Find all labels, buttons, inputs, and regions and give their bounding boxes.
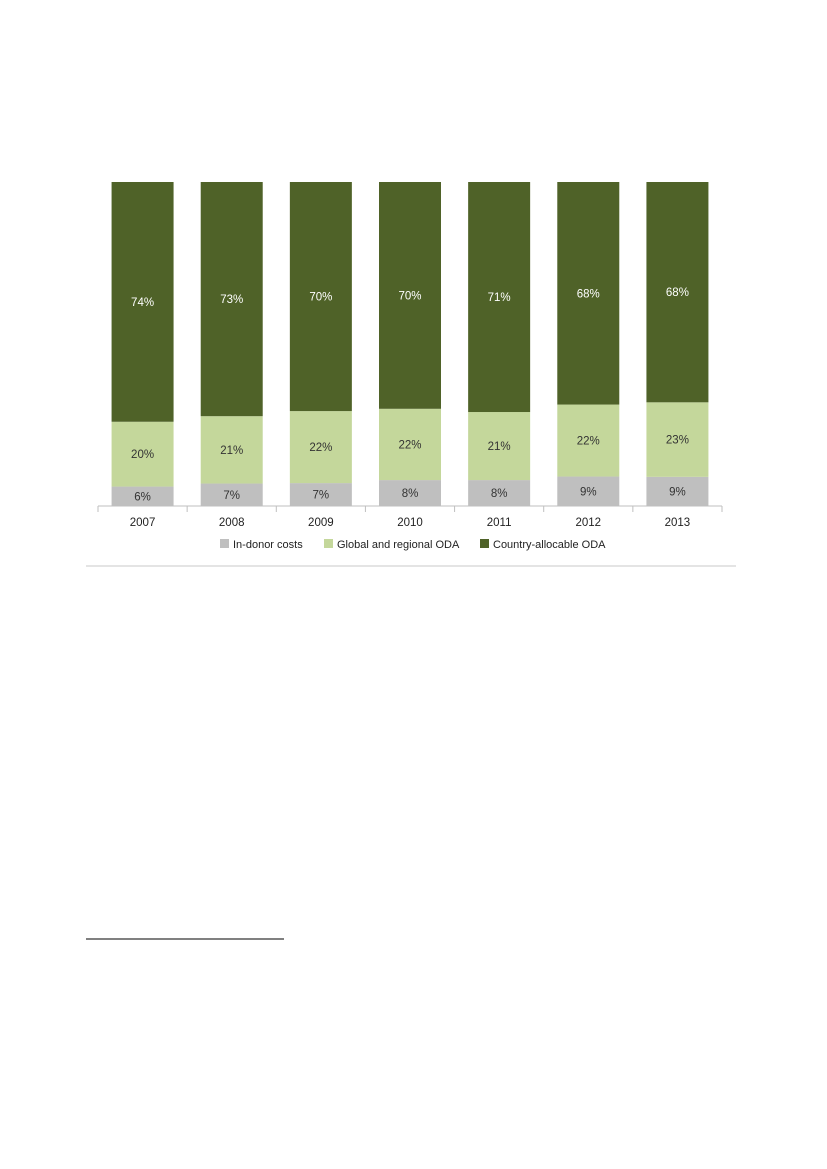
legend-label-global-and-regional-oda: Global and regional ODA (337, 539, 460, 551)
data-label-country-allocable-oda-2008: 73% (220, 294, 243, 306)
data-label-country-allocable-oda-2009: 70% (309, 292, 332, 304)
data-label-global-and-regional-oda-2009: 22% (309, 442, 332, 454)
data-label-in-donor-costs-2009: 7% (313, 490, 330, 502)
bar-segment-country-allocable-oda-2012 (557, 182, 620, 405)
x-tick-label-2008: 2008 (219, 517, 245, 529)
x-tick-label-2012: 2012 (575, 517, 601, 529)
data-label-global-and-regional-oda-2010: 22% (398, 439, 421, 451)
data-label-global-and-regional-oda-2013: 23% (666, 435, 689, 447)
data-label-in-donor-costs-2007: 6% (134, 491, 151, 503)
legend-swatch-global-and-regional-oda (324, 539, 333, 548)
bar-segment-country-allocable-oda-2010 (379, 182, 441, 409)
bar-segment-country-allocable-oda-2008 (200, 182, 263, 417)
data-label-global-and-regional-oda-2008: 21% (220, 445, 243, 457)
legend: In-donor costs Global and regional ODA Cou… (220, 539, 606, 551)
legend-swatch-in-donor-costs (220, 539, 229, 548)
legend-label-country-allocable-oda: Country-allocable ODA (493, 539, 606, 551)
bar-segment-country-allocable-oda-2011 (468, 182, 531, 413)
bar-segment-global-and-regional-oda-2008 (200, 416, 263, 484)
x-tick-label-2009: 2009 (308, 517, 334, 529)
bar-segment-country-allocable-oda-2013 (646, 182, 709, 403)
data-labels-layer: 6% 20% 74% 7% 21% 73% 7% 22% 70% 8% 22% 70% 8% 21% 71%… (131, 287, 689, 503)
bar-segment-global-and-regional-oda-2012 (557, 404, 620, 477)
data-label-in-donor-costs-2010: 8% (402, 488, 419, 500)
x-tick-label-2011: 2011 (487, 517, 512, 529)
data-label-global-and-regional-oda-2011: 21% (488, 441, 511, 453)
bar-segment-in-donor-costs-2007 (111, 486, 174, 506)
bar-segment-country-allocable-oda-2007 (111, 182, 174, 422)
bar-segment-global-and-regional-oda-2011 (468, 412, 531, 481)
data-label-global-and-regional-oda-2007: 20% (131, 449, 154, 461)
data-label-country-allocable-oda-2011: 71% (488, 292, 511, 304)
x-tick-label-2010: 2010 (397, 517, 423, 529)
bar-segment-in-donor-costs-2010 (379, 480, 441, 506)
data-label-country-allocable-oda-2007: 74% (131, 297, 154, 309)
bar-segment-in-donor-costs-2008 (200, 483, 263, 506)
data-label-in-donor-costs-2013: 9% (669, 486, 686, 498)
bar-segment-country-allocable-oda-2009 (289, 182, 352, 412)
bar-segment-global-and-regional-oda-2010 (379, 408, 441, 481)
x-tick-label-2007: 2007 (130, 517, 156, 529)
bar-segment-in-donor-costs-2012 (557, 476, 620, 506)
data-label-country-allocable-oda-2010: 70% (398, 290, 421, 302)
data-label-country-allocable-oda-2012: 68% (577, 288, 600, 300)
data-label-country-allocable-oda-2013: 68% (666, 287, 689, 299)
x-axis-ticks: 2007 2008 2009 2010 2011 2012 2013 (97, 506, 723, 529)
bar-segment-global-and-regional-oda-2007 (111, 421, 174, 487)
legend-label-in-donor-costs: In-donor costs (233, 539, 303, 551)
bar-segment-in-donor-costs-2011 (468, 480, 531, 506)
bar-segment-in-donor-costs-2013 (646, 476, 709, 506)
data-label-in-donor-costs-2011: 8% (491, 488, 508, 500)
x-tick-label-2013: 2013 (665, 517, 691, 529)
bar-segment-in-donor-costs-2009 (289, 483, 352, 506)
data-label-in-donor-costs-2012: 9% (580, 486, 597, 498)
data-label-global-and-regional-oda-2012: 22% (577, 436, 600, 448)
bar-segment-global-and-regional-oda-2009 (289, 411, 352, 484)
data-label-in-donor-costs-2008: 7% (223, 490, 240, 502)
bar-segment-global-and-regional-oda-2013 (646, 402, 709, 477)
bars-layer (111, 182, 709, 506)
legend-swatch-country-allocable-oda (480, 539, 489, 548)
